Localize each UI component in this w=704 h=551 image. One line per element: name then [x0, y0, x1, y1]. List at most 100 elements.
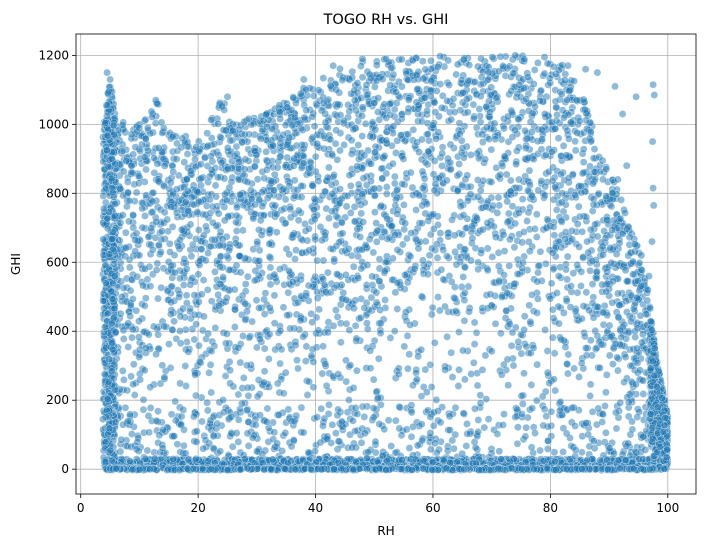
- data-point: [482, 156, 489, 163]
- data-point: [433, 135, 440, 142]
- data-point: [227, 137, 234, 144]
- data-point: [244, 273, 251, 280]
- data-point: [339, 77, 346, 84]
- data-point: [212, 182, 219, 189]
- data-point: [194, 188, 201, 195]
- data-point: [509, 134, 516, 141]
- data-point: [365, 449, 372, 456]
- data-point: [526, 248, 533, 255]
- data-point: [388, 222, 395, 229]
- data-point: [544, 445, 551, 452]
- data-point: [300, 429, 307, 436]
- data-point: [318, 405, 325, 412]
- data-point: [161, 374, 168, 381]
- data-point: [367, 365, 374, 372]
- data-point: [142, 116, 149, 123]
- data-point: [575, 373, 582, 380]
- data-point: [321, 281, 328, 288]
- data-point: [572, 422, 579, 429]
- data-point: [311, 216, 318, 223]
- data-point: [133, 230, 140, 237]
- data-point: [446, 427, 453, 434]
- data-point: [345, 245, 352, 252]
- data-point: [564, 276, 571, 283]
- data-point: [369, 281, 376, 288]
- data-point: [322, 360, 329, 367]
- data-point: [264, 195, 271, 202]
- data-point: [603, 288, 610, 295]
- data-point: [449, 374, 456, 381]
- data-point: [270, 187, 277, 194]
- data-point: [231, 286, 238, 293]
- data-point: [261, 345, 268, 352]
- data-point: [590, 438, 597, 445]
- data-point: [419, 202, 426, 209]
- data-point: [129, 326, 136, 333]
- data-point: [464, 430, 471, 437]
- data-point: [510, 362, 517, 369]
- data-point: [253, 297, 260, 304]
- data-point: [414, 86, 421, 93]
- data-point: [185, 143, 192, 150]
- data-point: [178, 226, 185, 233]
- data-point: [399, 241, 406, 248]
- data-point: [629, 258, 636, 265]
- data-point: [429, 459, 436, 466]
- data-point: [328, 181, 335, 188]
- data-point: [388, 443, 395, 450]
- data-point: [555, 135, 562, 142]
- data-point: [359, 246, 366, 253]
- data-point: [183, 292, 190, 299]
- data-point: [153, 417, 160, 424]
- data-point: [401, 271, 408, 278]
- data-point: [198, 161, 205, 168]
- data-point: [376, 256, 383, 263]
- data-point: [254, 176, 261, 183]
- data-point: [398, 115, 405, 122]
- data-point: [349, 74, 356, 81]
- data-point: [125, 343, 132, 350]
- data-point: [309, 182, 316, 189]
- data-point: [415, 245, 422, 252]
- data-point: [375, 355, 382, 362]
- data-point: [321, 188, 328, 195]
- data-point: [122, 229, 129, 236]
- data-point: [507, 188, 514, 195]
- data-point: [550, 164, 557, 171]
- data-point: [385, 417, 392, 424]
- data-point: [297, 317, 304, 324]
- data-point: [210, 445, 217, 452]
- data-point: [392, 202, 399, 209]
- data-point: [642, 446, 649, 453]
- data-point: [204, 130, 211, 137]
- data-point: [324, 174, 331, 181]
- data-point: [236, 252, 243, 259]
- data-point: [135, 318, 142, 325]
- data-point: [456, 120, 463, 127]
- data-point: [169, 162, 176, 169]
- data-point: [533, 233, 540, 240]
- data-point: [314, 295, 321, 302]
- data-point: [404, 365, 411, 372]
- data-point: [475, 416, 482, 423]
- data-point: [320, 99, 327, 106]
- data-point: [201, 154, 208, 161]
- data-point: [204, 399, 211, 406]
- data-point: [140, 396, 147, 403]
- data-point: [195, 226, 202, 233]
- data-point: [253, 448, 260, 455]
- data-point: [209, 203, 216, 210]
- data-point: [277, 327, 284, 334]
- data-point: [150, 323, 157, 330]
- data-point: [544, 347, 551, 354]
- data-point: [207, 361, 214, 368]
- data-point: [271, 292, 278, 299]
- data-point: [644, 297, 651, 304]
- data-point: [485, 416, 492, 423]
- data-point: [460, 212, 467, 219]
- data-point: [479, 366, 486, 373]
- data-point: [309, 134, 316, 141]
- data-point: [247, 187, 254, 194]
- data-point: [524, 135, 531, 142]
- data-point: [534, 59, 541, 66]
